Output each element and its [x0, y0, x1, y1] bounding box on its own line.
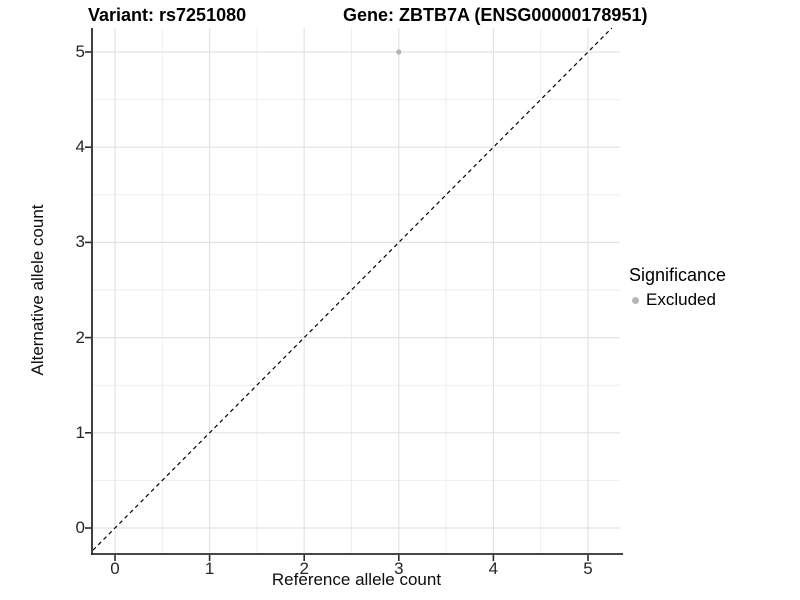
legend-item-label: Excluded: [646, 290, 716, 309]
y-tick-label: 1: [75, 422, 85, 442]
x-axis-title: Reference allele count: [271, 570, 442, 589]
y-tick-label: 0: [75, 518, 85, 537]
y-tick-label: 2: [75, 327, 85, 347]
identity-line: [92, 27, 613, 551]
x-tick-label: 3: [394, 559, 404, 578]
legend-item-excluded: Excluded: [629, 289, 726, 311]
legend-title: Significance: [629, 265, 727, 285]
data-point: [396, 49, 402, 55]
x-tick-label: 1: [204, 559, 215, 578]
legend: Significance Excluded: [629, 264, 726, 311]
y-tick-label: 4: [75, 137, 85, 157]
y-tick-label: 5: [75, 42, 85, 61]
variant-title: Variant: rs7251080: [88, 5, 247, 25]
y-tick-label: 3: [75, 232, 85, 252]
excluded-point-icon: [632, 296, 639, 304]
x-tick-label: 4: [488, 559, 499, 578]
x-tick-label: 5: [583, 559, 593, 578]
x-tick-label: 2: [299, 559, 309, 578]
y-axis-title: Alternative allele count: [28, 204, 47, 376]
gene-title: Gene: ZBTB7A (ENSG00000178951): [343, 5, 648, 25]
x-tick-label: 0: [110, 559, 120, 578]
